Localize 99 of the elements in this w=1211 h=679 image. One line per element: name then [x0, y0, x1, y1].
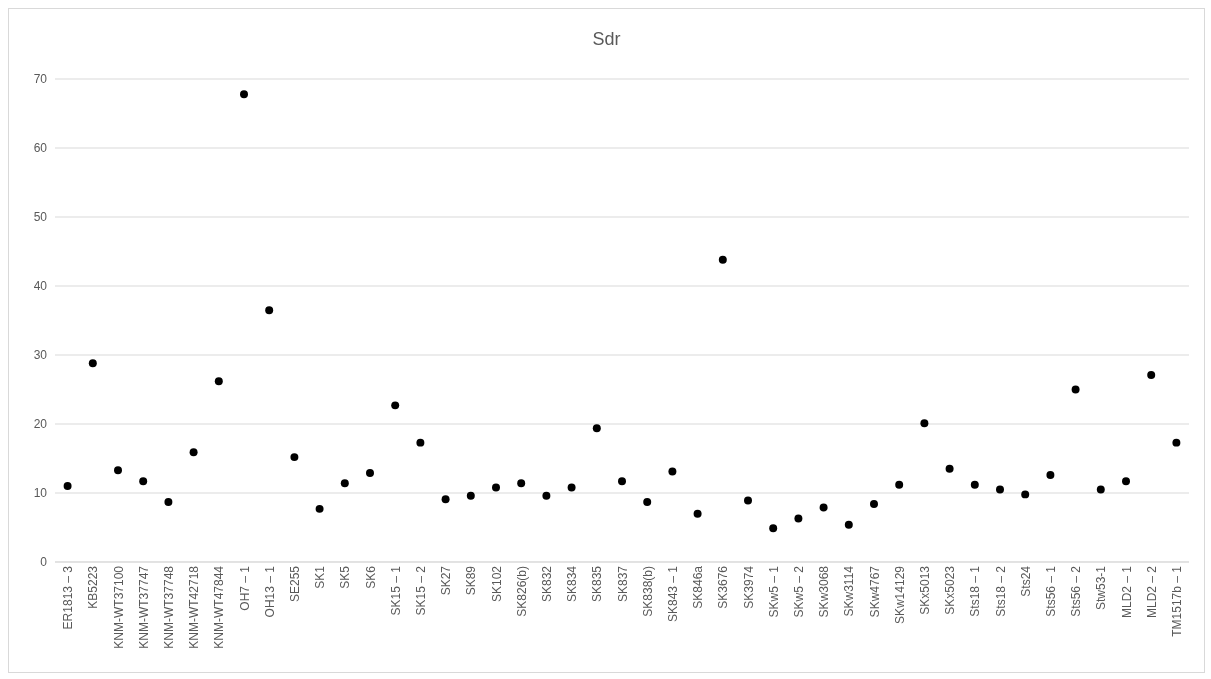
x-tick-label: TM1517b – 1 — [1169, 565, 1184, 637]
x-tick-label: KNM-WT47844 — [212, 565, 227, 649]
x-tick-label: SK1 — [313, 565, 328, 589]
x-tick-label: SK832 — [539, 565, 554, 603]
x-tick-label: SE255 — [287, 565, 302, 603]
x-tick-label: SKw14129 — [892, 565, 907, 625]
x-tick-label: SK826(b) — [514, 566, 529, 617]
x-tick-label: SKw3068 — [817, 565, 832, 618]
y-tick-label: 10 — [33, 486, 48, 501]
x-tick-label: KNM-WT37100 — [111, 565, 126, 649]
x-tick-label: SKw5 – 1 — [766, 565, 781, 618]
point — [1071, 385, 1080, 394]
x-tick-label: SK89 — [464, 565, 479, 596]
point — [844, 520, 853, 529]
x-tick-label: SK3974 — [741, 565, 756, 609]
y-tick-label: 70 — [33, 72, 48, 87]
x-tick-label: SK102 — [489, 565, 504, 603]
x-tick-label: OH13 – 1 — [262, 565, 277, 618]
point — [643, 497, 652, 506]
point — [870, 500, 878, 509]
point — [340, 479, 349, 488]
point — [668, 467, 677, 476]
point — [1046, 471, 1055, 480]
x-tick-label: SKw3114 — [842, 565, 857, 617]
x-tick-label: SK846a — [691, 565, 706, 609]
x-tick-label: SKw4767 — [867, 565, 882, 618]
point — [819, 503, 828, 512]
point — [996, 485, 1004, 494]
x-tick-label: SKx5023 — [943, 565, 958, 615]
point — [114, 466, 122, 475]
x-tick-label: SK27 — [439, 565, 454, 596]
point — [189, 448, 198, 457]
x-tick-label: MLD2 – 1 — [1119, 565, 1134, 619]
point — [265, 306, 274, 315]
point — [769, 524, 778, 533]
x-tick-label: Sts56 – 2 — [1069, 565, 1084, 617]
x-tick-label: SK834 — [565, 565, 580, 603]
x-tick-label: SKx5013 — [917, 565, 932, 615]
point — [920, 419, 929, 428]
point — [542, 491, 551, 500]
point — [794, 514, 803, 523]
point — [567, 483, 576, 492]
point — [945, 464, 954, 473]
point — [139, 477, 148, 486]
point — [315, 504, 324, 513]
point — [1021, 490, 1030, 499]
y-tick-label: 40 — [33, 279, 48, 294]
x-tick-label: SK837 — [615, 565, 630, 603]
point — [618, 477, 626, 486]
x-tick-label: SK15 – 1 — [388, 565, 403, 616]
x-tick-label: Sts24 — [1018, 565, 1033, 597]
x-tick-label: SK15 – 2 — [413, 565, 428, 616]
x-tick-label: SK3676 — [716, 565, 731, 609]
y-tick-label: 30 — [33, 348, 48, 363]
point — [366, 469, 374, 477]
x-tick-label: KB5223 — [86, 565, 101, 609]
point — [517, 479, 526, 488]
point — [718, 255, 727, 264]
x-tick-label: Stw53-1 — [1094, 565, 1109, 611]
point — [88, 359, 97, 368]
chart-title: Sdr — [591, 29, 622, 50]
x-tick-label: SK6 — [363, 565, 378, 589]
point — [1172, 438, 1181, 447]
x-tick-label: SK5 — [338, 565, 353, 589]
point — [290, 453, 299, 462]
x-tick-label: Sts56 – 1 — [1043, 565, 1058, 617]
x-tick-label: SK835 — [590, 565, 605, 603]
point — [1122, 477, 1130, 486]
x-tick-label: OH7 – 1 — [237, 565, 252, 611]
x-tick-label: Sts18 – 1 — [968, 565, 983, 617]
point — [492, 483, 500, 492]
y-tick-label: 60 — [33, 141, 48, 156]
y-tick-label: 50 — [33, 210, 48, 225]
x-tick-label: SKw5 – 2 — [791, 565, 806, 618]
point — [693, 509, 702, 518]
x-tick-label: ER1813 – 3 — [61, 565, 76, 630]
point — [466, 491, 475, 500]
x-tick-label: KNM-WT37747 — [136, 565, 151, 649]
point — [895, 480, 904, 489]
point — [214, 377, 223, 386]
point — [1147, 371, 1156, 379]
x-tick-label: SK843 – 1 — [665, 565, 680, 623]
point — [416, 438, 425, 447]
point — [391, 401, 400, 410]
y-tick-label: 0 — [40, 555, 48, 570]
point — [240, 90, 248, 99]
point — [744, 496, 752, 505]
x-tick-label: Sts18 – 2 — [993, 565, 1008, 617]
x-tick-label: KNM-WT42718 — [187, 565, 202, 649]
point — [970, 480, 979, 489]
point — [63, 482, 72, 491]
point — [592, 424, 601, 433]
point — [1096, 485, 1105, 494]
x-tick-label: SK838(b) — [640, 566, 655, 617]
y-tick-label: 20 — [33, 417, 48, 432]
x-tick-label: MLD2 – 2 — [1144, 565, 1159, 619]
point — [441, 495, 450, 504]
point — [164, 497, 173, 506]
x-tick-label: KNM-WT37748 — [161, 565, 176, 649]
